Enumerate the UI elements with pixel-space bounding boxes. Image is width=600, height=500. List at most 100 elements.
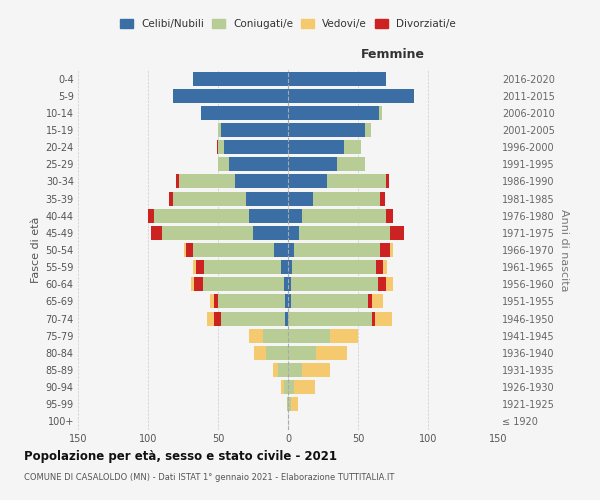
Bar <box>288 346 316 360</box>
Text: Femmine: Femmine <box>361 48 425 61</box>
Bar <box>274 243 288 257</box>
Bar <box>288 106 379 120</box>
Bar <box>194 278 203 291</box>
Bar <box>302 208 386 222</box>
Bar <box>288 174 327 188</box>
Bar <box>386 278 393 291</box>
Bar <box>288 243 293 257</box>
Bar <box>201 106 288 120</box>
Bar <box>390 226 404 240</box>
Bar <box>173 88 288 102</box>
Bar <box>169 192 173 205</box>
Bar <box>214 312 221 326</box>
Bar <box>337 158 365 172</box>
Bar <box>184 243 186 257</box>
Bar <box>193 260 196 274</box>
Bar <box>291 398 298 411</box>
Legend: Celibi/Nubili, Coniugati/e, Vedovi/e, Divorziati/e: Celibi/Nubili, Coniugati/e, Vedovi/e, Di… <box>116 15 460 34</box>
Bar <box>235 174 288 188</box>
Bar <box>162 226 253 240</box>
Bar <box>288 312 372 326</box>
Bar <box>316 346 347 360</box>
Bar <box>380 243 390 257</box>
Y-axis label: Fasce di età: Fasce di età <box>31 217 41 283</box>
Bar <box>302 363 330 377</box>
Bar <box>291 278 377 291</box>
Bar <box>218 140 224 154</box>
Bar <box>204 260 281 274</box>
Bar <box>154 208 249 222</box>
Bar <box>249 328 263 342</box>
Bar <box>288 158 337 172</box>
Text: COMUNE DI CASALOLDO (MN) - Dati ISTAT 1° gennaio 2021 - Elaborazione TUTTITALIA.: COMUNE DI CASALOLDO (MN) - Dati ISTAT 1°… <box>24 472 394 482</box>
Y-axis label: Anni di nascita: Anni di nascita <box>559 209 569 291</box>
Bar <box>193 243 274 257</box>
Bar <box>327 174 386 188</box>
Bar <box>299 226 390 240</box>
Bar <box>313 192 380 205</box>
Bar <box>288 88 414 102</box>
Bar <box>386 208 393 222</box>
Bar <box>218 158 229 172</box>
Bar <box>229 158 288 172</box>
Bar <box>291 294 368 308</box>
Bar <box>288 398 291 411</box>
Bar <box>272 363 278 377</box>
Bar <box>217 140 218 154</box>
Bar <box>196 260 204 274</box>
Bar <box>246 192 288 205</box>
Bar <box>249 208 288 222</box>
Bar <box>284 380 288 394</box>
Bar <box>151 226 162 240</box>
Bar <box>224 140 288 154</box>
Bar <box>386 174 389 188</box>
Bar <box>218 123 221 137</box>
Bar <box>288 294 291 308</box>
Bar <box>293 243 380 257</box>
Bar <box>288 140 344 154</box>
Bar <box>288 363 302 377</box>
Bar <box>288 260 292 274</box>
Bar <box>344 140 361 154</box>
Bar <box>221 123 288 137</box>
Bar <box>179 174 235 188</box>
Bar <box>281 260 288 274</box>
Bar <box>288 123 365 137</box>
Bar <box>288 380 293 394</box>
Bar <box>263 328 288 342</box>
Bar <box>284 278 288 291</box>
Bar <box>372 312 375 326</box>
Bar <box>176 174 179 188</box>
Bar <box>375 312 392 326</box>
Bar <box>365 123 371 137</box>
Bar <box>372 294 383 308</box>
Bar <box>173 192 246 205</box>
Bar <box>285 312 288 326</box>
Bar <box>288 208 302 222</box>
Bar <box>266 346 288 360</box>
Bar <box>287 398 288 411</box>
Bar <box>288 72 386 86</box>
Bar <box>281 380 284 394</box>
Bar <box>221 312 285 326</box>
Bar <box>288 278 291 291</box>
Bar <box>207 312 214 326</box>
Bar <box>376 260 383 274</box>
Bar <box>253 226 288 240</box>
Bar <box>288 328 330 342</box>
Bar <box>293 380 314 394</box>
Bar <box>379 106 382 120</box>
Bar <box>218 294 285 308</box>
Bar <box>330 328 358 342</box>
Bar <box>288 192 313 205</box>
Bar <box>191 278 194 291</box>
Bar <box>377 278 386 291</box>
Bar <box>380 192 385 205</box>
Bar <box>254 346 266 360</box>
Bar <box>292 260 376 274</box>
Text: Popolazione per età, sesso e stato civile - 2021: Popolazione per età, sesso e stato civil… <box>24 450 337 463</box>
Bar <box>368 294 372 308</box>
Bar <box>209 294 214 308</box>
Bar <box>148 208 154 222</box>
Bar <box>203 278 284 291</box>
